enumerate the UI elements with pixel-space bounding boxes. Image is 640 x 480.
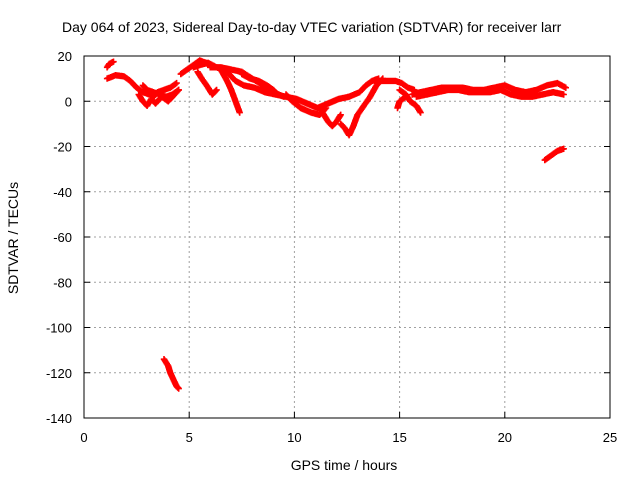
data-point-markers (160, 356, 182, 392)
y-tick-label: -60 (53, 230, 72, 245)
y-tick-label: 20 (58, 49, 72, 64)
y-axis-label: SDTVAR / TECUs (5, 182, 21, 294)
data-point-markers (413, 86, 567, 100)
x-tick-label: 10 (287, 430, 301, 445)
x-axis-label: GPS time / hours (291, 457, 398, 473)
data-point-markers (103, 58, 117, 71)
data-point-markers (316, 104, 344, 130)
y-tick-label: -100 (46, 321, 72, 336)
data-point-markers (394, 93, 410, 112)
x-tick-label: 0 (80, 430, 87, 445)
data-point-markers (541, 145, 567, 164)
x-tick-label: 15 (392, 430, 406, 445)
plot-markers (103, 57, 569, 392)
data-point-markers (238, 70, 281, 98)
grid-lines (84, 56, 610, 418)
y-tick-label: -80 (53, 275, 72, 290)
axis-ticks (83, 55, 611, 419)
y-tick-label: -120 (46, 366, 72, 381)
data-point-markers (217, 66, 243, 116)
x-tick-label: 20 (498, 430, 512, 445)
plot-frame (83, 55, 611, 419)
chart-title: Day 064 of 2023, Sidereal Day-to-day VTE… (62, 19, 562, 35)
x-tick-label: 25 (603, 430, 617, 445)
data-point-markers (371, 77, 418, 94)
y-tick-label: -140 (46, 411, 72, 426)
x-tick-label: 5 (186, 430, 193, 445)
data-point-markers (337, 75, 386, 139)
y-tick-label: -40 (53, 185, 72, 200)
tick-labels: 0 5 10 15 20 25 -140 -120 -100 -80 -60 -40 -20 0 20 (46, 49, 617, 445)
y-tick-label: 0 (65, 94, 72, 109)
data-point-markers (139, 82, 182, 100)
y-tick-label: -20 (53, 140, 72, 155)
data-point-markers (194, 68, 220, 98)
